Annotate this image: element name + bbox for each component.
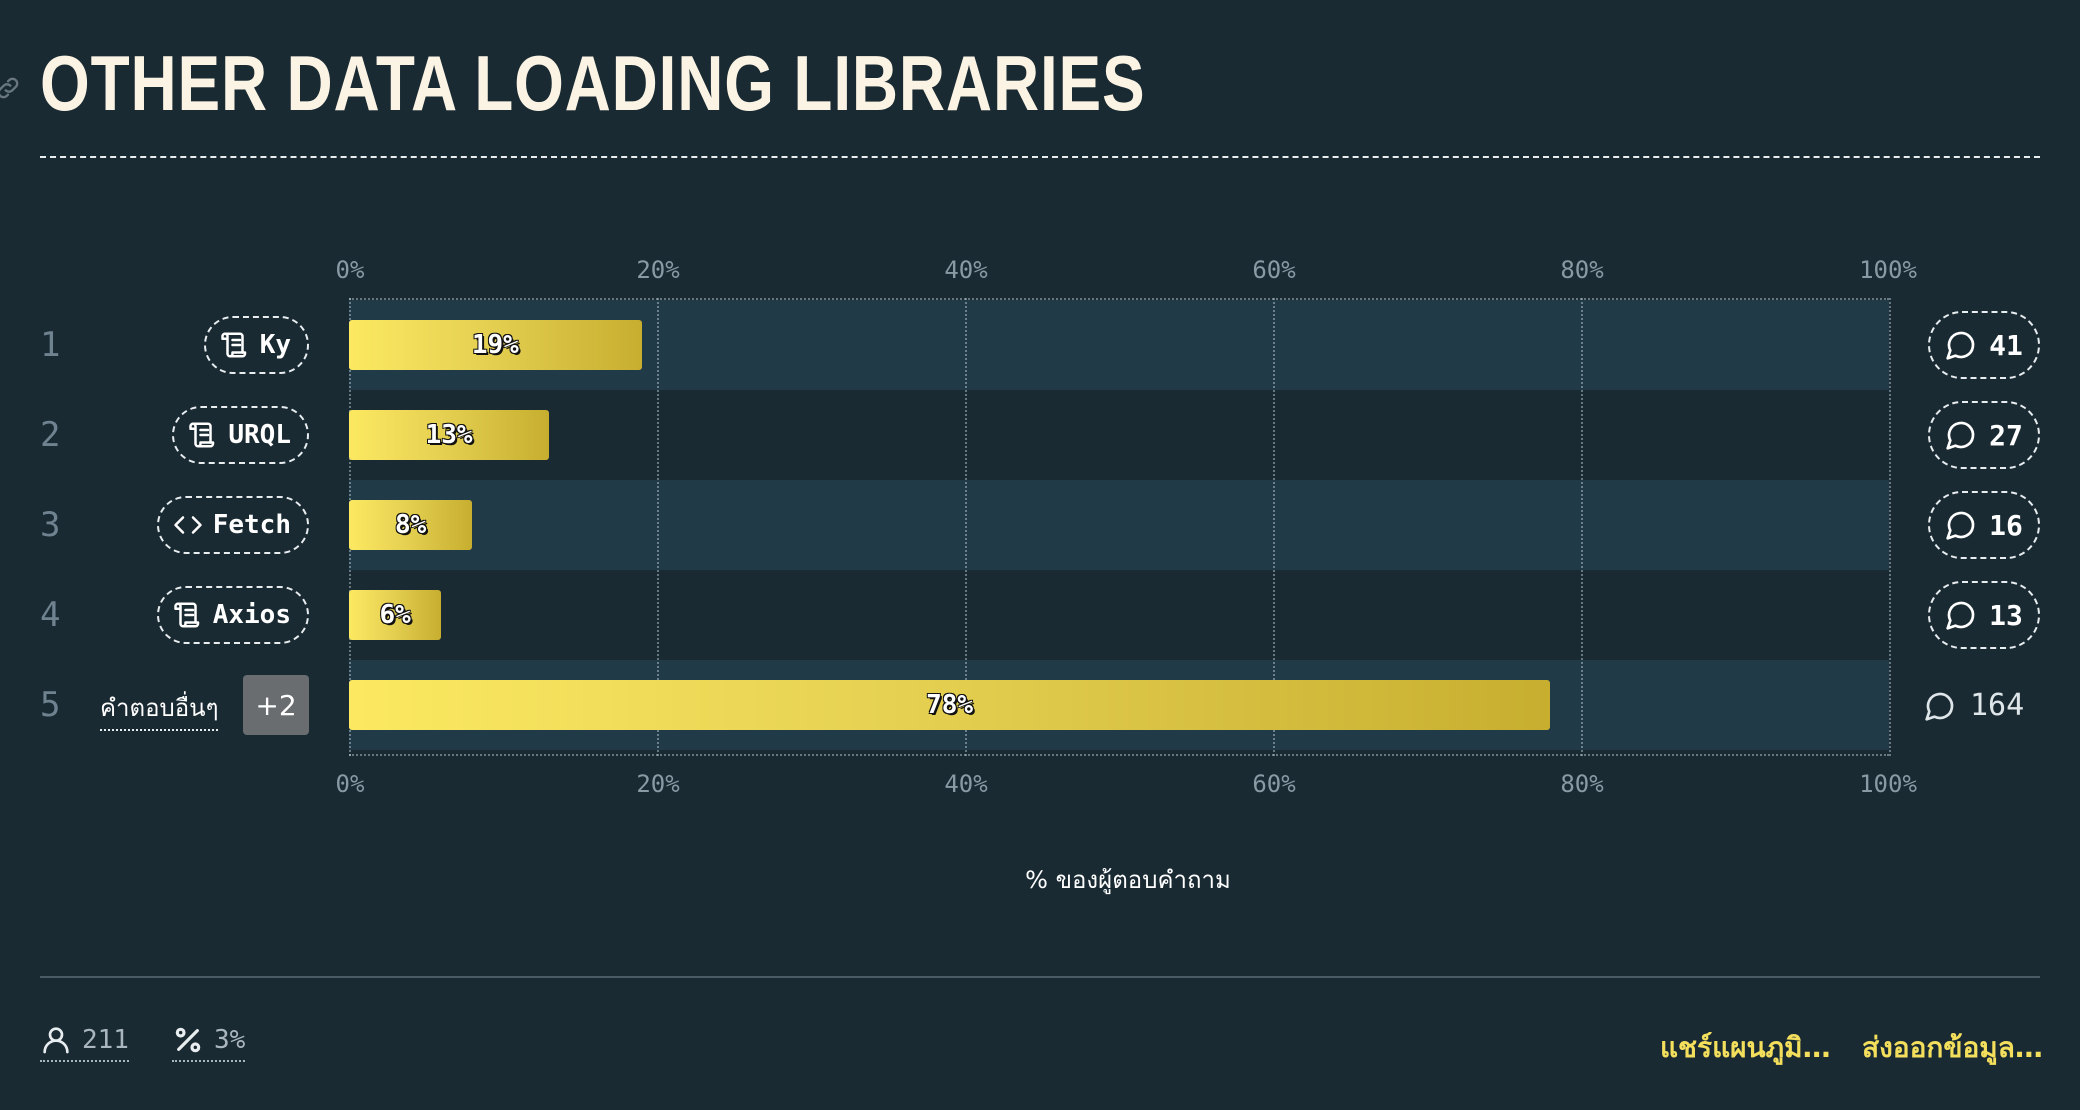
grid-line [965,298,967,756]
bar-value-label: 8% [394,509,427,541]
grid-bottom-line [349,754,1889,756]
bar-ky: 19% [349,320,642,370]
comment-icon [1946,601,1975,630]
rank-number: 5 [40,685,61,725]
grid-top-line [349,298,1889,300]
percentage-stat[interactable]: 3% [172,1024,246,1062]
grid-line [657,298,659,756]
x-tick-top: 0% [335,256,365,284]
bar-urql: 13% [349,410,550,460]
bar-other: 78% [349,680,1551,730]
library-label: Ky [259,330,291,360]
footer-divider [40,976,2040,978]
bar-fetch: 8% [349,500,473,550]
bar-value-label: 19% [471,329,519,361]
rank-number: 3 [40,505,61,545]
bar-value-label: 6% [379,599,412,631]
library-label: Fetch [212,510,291,540]
bar-value-label: 13% [425,419,473,451]
rank-number: 2 [40,415,61,455]
other-answers-link[interactable]: คำตอบอื่นๆ [100,688,219,731]
scroll-icon [173,602,199,628]
x-tick-bottom: 100% [1859,770,1917,798]
row-band [349,390,1889,480]
x-axis-title: % ของผู้ตอบคำถาม [1025,866,1231,894]
library-axios-pill[interactable]: Axios [156,586,309,644]
library-ky-pill[interactable]: Ky [203,316,309,374]
comment-count-pill[interactable]: 27 [1928,401,2040,469]
code-icon [173,516,202,534]
comment-count: 164 [1970,688,2025,723]
bar-value-label: 78% [925,689,974,721]
rank-number: 4 [40,595,61,635]
comment-count: 41 [1989,328,2023,362]
comment-icon [1925,692,1954,721]
x-tick-bottom: 60% [1252,770,1296,798]
comment-icon [1946,511,1975,540]
percentage-value: 3% [214,1025,246,1055]
user-icon [43,1027,69,1054]
comment-count: 13 [1989,598,2023,632]
library-label: Axios [212,600,291,630]
x-tick-bottom: 0% [335,770,365,798]
library-fetch-pill[interactable]: Fetch [156,496,309,554]
share-chart-link[interactable]: แชร์แผนภูมิ… [1660,1031,1831,1064]
x-tick-top: 80% [1560,256,1604,284]
rank-number: 1 [40,325,61,365]
comment-count: 27 [1989,418,2023,452]
respondents-count: 211 [82,1025,129,1055]
x-tick-bottom: 40% [944,770,988,798]
row-band [349,570,1889,660]
comment-count-pill[interactable]: 41 [1928,311,2040,379]
comment-count-pill[interactable]: 13 [1928,581,2040,649]
respondents-stat[interactable]: 211 [40,1024,129,1062]
bar-axios: 6% [349,590,442,640]
comment-count: 16 [1989,508,2023,542]
comment-count-plain: 164 [1924,688,2024,723]
grid-line [1273,298,1275,756]
link-icon[interactable] [0,74,22,102]
grid-line [1581,298,1583,756]
grid-line [1889,298,1891,756]
more-answers-badge[interactable]: +2 [243,675,309,735]
export-data-link[interactable]: ส่งออกข้อมูล… [1862,1031,2043,1064]
library-urql-pill[interactable]: URQL [172,406,309,464]
x-tick-top: 100% [1859,256,1917,284]
comment-count-pill[interactable]: 16 [1928,491,2040,559]
scroll-icon [189,422,215,448]
library-label: URQL [228,420,291,450]
row-band [349,480,1889,570]
comment-icon [1946,331,1975,360]
x-tick-bottom: 80% [1560,770,1604,798]
title-divider [40,156,2040,158]
scroll-icon [220,332,246,358]
x-tick-bottom: 20% [636,770,680,798]
x-tick-top: 40% [944,256,988,284]
percent-icon [175,1027,201,1053]
comment-icon [1946,421,1975,450]
x-tick-top: 20% [636,256,680,284]
x-tick-top: 60% [1252,256,1296,284]
chart-title: OTHER DATA LOADING LIBRARIES [40,39,1146,127]
